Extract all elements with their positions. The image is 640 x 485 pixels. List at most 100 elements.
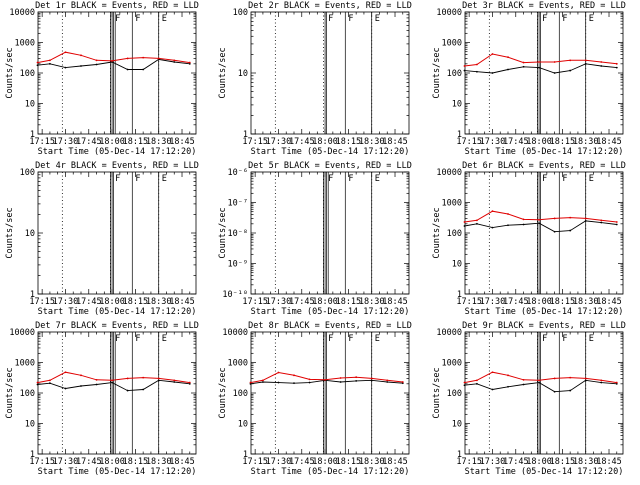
lld-data-point bbox=[522, 61, 525, 64]
x-tick-label: 18:15 bbox=[550, 297, 576, 307]
x-tick-label: 17:15 bbox=[242, 137, 268, 147]
x-tick-label: 17:30 bbox=[53, 297, 79, 307]
x-tick-label: 18:30 bbox=[573, 457, 599, 467]
lld-data-point bbox=[126, 57, 129, 60]
x-tick-label: 17:30 bbox=[266, 457, 292, 467]
x-axis-label: Start Time (05-Dec-14 17:12:20) bbox=[465, 467, 624, 477]
lld-data-point bbox=[142, 56, 145, 59]
x-tick-label: 17:30 bbox=[480, 457, 506, 467]
events-data-point bbox=[584, 219, 587, 222]
y-tick-label: 10 bbox=[25, 229, 35, 239]
x-tick-label: 18:00 bbox=[99, 457, 125, 467]
lld-data-point bbox=[126, 377, 129, 380]
events-data-point bbox=[157, 379, 160, 382]
events-data-point bbox=[95, 63, 98, 66]
panel-title: Det 9r BLACK = Events, RED = LLD bbox=[462, 321, 626, 331]
y-tick-label: 100 bbox=[20, 389, 35, 399]
lld-data-point bbox=[36, 61, 39, 64]
lld-data-point bbox=[491, 53, 494, 55]
flag-label: F bbox=[542, 334, 547, 344]
y-tick-label: 1 bbox=[30, 130, 35, 140]
x-tick-label: 18:45 bbox=[382, 297, 408, 307]
events-data-point bbox=[615, 66, 618, 69]
events-data-point bbox=[584, 62, 587, 65]
x-tick-label: 18:30 bbox=[359, 297, 385, 307]
lld-data-point bbox=[80, 54, 82, 57]
y-tick-label: 1000 bbox=[442, 359, 462, 369]
x-tick-label: 17:15 bbox=[242, 457, 268, 467]
y-tick-label: 1 bbox=[457, 450, 462, 460]
lld-data-point bbox=[142, 376, 145, 379]
events-data-point bbox=[569, 229, 572, 232]
lld-data-point bbox=[522, 378, 525, 381]
events-data-point bbox=[569, 389, 572, 392]
y-axis-label: Counts/sec bbox=[432, 207, 442, 258]
events-data-point bbox=[126, 68, 129, 71]
lld-data-point bbox=[293, 374, 295, 377]
y-tick-label: 10000 bbox=[222, 328, 248, 338]
lld-data-point bbox=[507, 374, 509, 377]
x-tick-label: 17:45 bbox=[503, 137, 529, 147]
x-tick-label: 18:45 bbox=[382, 457, 408, 467]
x-tick-label: 18:15 bbox=[336, 297, 362, 307]
lld-data-point bbox=[111, 59, 113, 62]
panel-title: Det 5r BLACK = Events, RED = LLD bbox=[248, 161, 412, 171]
x-tick-label: 17:30 bbox=[266, 137, 292, 147]
events-data-point bbox=[491, 388, 494, 391]
flag-label: F bbox=[135, 174, 140, 184]
panel-det5r: Det 5r BLACK = Events, RED = LLD 10⁻¹⁰ 10⁻… bbox=[218, 161, 412, 317]
y-axis-label: Counts/sec bbox=[218, 367, 228, 418]
events-data-point bbox=[538, 222, 540, 225]
lld-data-point bbox=[584, 59, 587, 62]
x-tick-label: 18:30 bbox=[146, 297, 172, 307]
lld-data-point bbox=[507, 213, 509, 215]
x-tick-label: 18:00 bbox=[526, 457, 552, 467]
y-tick-label: 1 bbox=[30, 290, 35, 300]
lld-data-point bbox=[95, 378, 98, 381]
lld-data-point bbox=[553, 61, 556, 63]
y-tick-label: 1 bbox=[457, 130, 462, 140]
x-tick-label: 18:00 bbox=[99, 297, 125, 307]
y-tick-label: 100 bbox=[447, 69, 462, 79]
y-axis-label: Counts/sec bbox=[5, 47, 15, 98]
lld-data-point bbox=[370, 377, 373, 380]
lld-data-point bbox=[476, 63, 478, 66]
flag-label: E bbox=[162, 174, 167, 184]
lld-data-point bbox=[64, 371, 67, 374]
lld-data-point bbox=[262, 379, 264, 382]
lld-data-point bbox=[111, 379, 113, 382]
flag-label: F bbox=[348, 174, 353, 184]
events-data-point bbox=[36, 383, 39, 386]
x-tick-label: 18:00 bbox=[99, 137, 125, 147]
flag-label: F bbox=[135, 334, 140, 344]
events-data-point bbox=[111, 381, 113, 384]
events-data-point bbox=[262, 381, 264, 383]
panel-det9r: Det 9r BLACK = Events, RED = LLD 1 10 100 10… bbox=[432, 321, 626, 477]
panel-title: Det 4r BLACK = Events, RED = LLD bbox=[35, 161, 199, 171]
x-tick-label: 17:30 bbox=[266, 297, 292, 307]
x-tick-label: 17:30 bbox=[53, 457, 79, 467]
x-tick-label: 17:45 bbox=[289, 457, 315, 467]
events-data-point bbox=[142, 388, 145, 391]
y-tick-label: 10⁻⁶ bbox=[228, 168, 248, 178]
lld-data-point bbox=[491, 210, 494, 213]
y-tick-label: 1000 bbox=[228, 359, 248, 369]
y-tick-label: 100 bbox=[20, 168, 35, 178]
events-data-point bbox=[507, 68, 509, 71]
lld-data-point bbox=[463, 381, 466, 384]
events-data-point bbox=[49, 382, 51, 385]
x-axis-label: Start Time (05-Dec-14 17:12:20) bbox=[38, 307, 197, 317]
x-tick-label: 18:15 bbox=[336, 137, 362, 147]
x-tick-label: 17:45 bbox=[76, 297, 102, 307]
lld-data-point bbox=[36, 381, 39, 384]
x-axis-label: Start Time (05-Dec-14 17:12:20) bbox=[465, 147, 624, 157]
x-axis-label: Start Time (05-Dec-14 17:12:20) bbox=[251, 307, 410, 317]
y-tick-label: 1 bbox=[30, 450, 35, 460]
events-data-point bbox=[36, 64, 39, 67]
x-tick-label: 18:15 bbox=[123, 137, 149, 147]
flag-label: E bbox=[375, 174, 380, 184]
events-data-point bbox=[600, 65, 603, 67]
lld-data-point bbox=[615, 221, 618, 223]
